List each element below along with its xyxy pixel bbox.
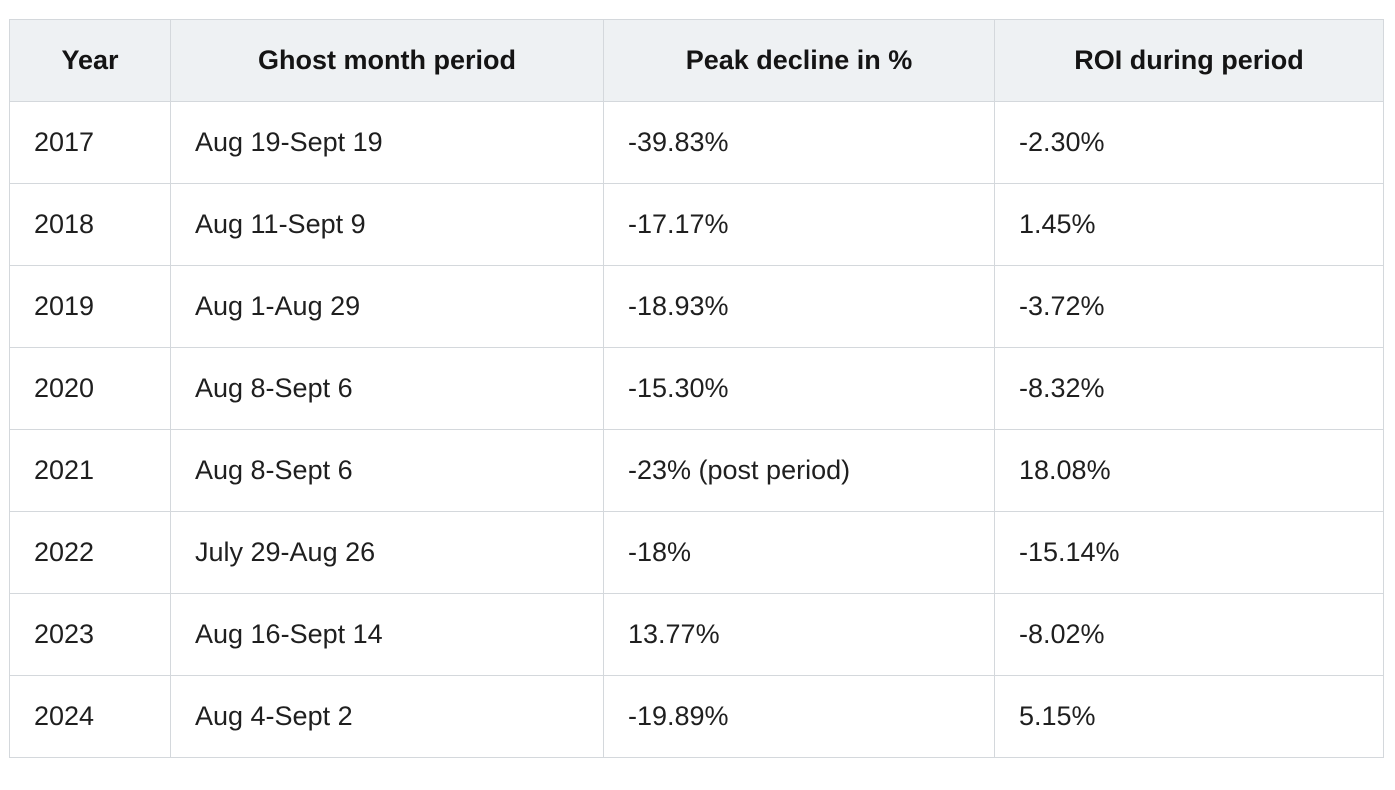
table-row: 2017 Aug 19-Sept 19 -39.83% -2.30%	[9, 101, 1384, 184]
cell-year: 2018	[9, 183, 171, 266]
cell-peak-decline: -15.30%	[603, 347, 995, 430]
table-header: Year Ghost month period Peak decline in …	[9, 19, 1384, 102]
table-row: 2020 Aug 8-Sept 6 -15.30% -8.32%	[9, 347, 1384, 430]
table-row: 2018 Aug 11-Sept 9 -17.17% 1.45%	[9, 183, 1384, 266]
cell-period: July 29-Aug 26	[170, 511, 604, 594]
cell-peak-decline: 13.77%	[603, 593, 995, 676]
table-row: 2024 Aug 4-Sept 2 -19.89% 5.15%	[9, 675, 1384, 758]
cell-year: 2017	[9, 101, 171, 184]
header-peak-decline: Peak decline in %	[603, 19, 995, 102]
cell-year: 2019	[9, 265, 171, 348]
header-roi: ROI during period	[994, 19, 1384, 102]
cell-peak-decline: -39.83%	[603, 101, 995, 184]
cell-period: Aug 16-Sept 14	[170, 593, 604, 676]
table-body: 2017 Aug 19-Sept 19 -39.83% -2.30% 2018 …	[9, 101, 1384, 758]
cell-roi: -3.72%	[994, 265, 1384, 348]
header-row: Year Ghost month period Peak decline in …	[9, 19, 1384, 102]
cell-peak-decline: -19.89%	[603, 675, 995, 758]
cell-roi: -15.14%	[994, 511, 1384, 594]
cell-period: Aug 8-Sept 6	[170, 347, 604, 430]
cell-period: Aug 1-Aug 29	[170, 265, 604, 348]
cell-roi: -8.02%	[994, 593, 1384, 676]
cell-year: 2021	[9, 429, 171, 512]
cell-roi: 1.45%	[994, 183, 1384, 266]
ghost-month-table: Year Ghost month period Peak decline in …	[9, 19, 1384, 758]
ghost-month-table-container: Year Ghost month period Peak decline in …	[9, 19, 1384, 758]
cell-year: 2024	[9, 675, 171, 758]
cell-year: 2020	[9, 347, 171, 430]
cell-peak-decline: -17.17%	[603, 183, 995, 266]
table-row: 2022 July 29-Aug 26 -18% -15.14%	[9, 511, 1384, 594]
cell-year: 2022	[9, 511, 171, 594]
cell-roi: -8.32%	[994, 347, 1384, 430]
cell-peak-decline: -23% (post period)	[603, 429, 995, 512]
cell-roi: 18.08%	[994, 429, 1384, 512]
header-ghost-month-period: Ghost month period	[170, 19, 604, 102]
table-row: 2019 Aug 1-Aug 29 -18.93% -3.72%	[9, 265, 1384, 348]
cell-peak-decline: -18.93%	[603, 265, 995, 348]
header-year: Year	[9, 19, 171, 102]
cell-period: Aug 19-Sept 19	[170, 101, 604, 184]
cell-peak-decline: -18%	[603, 511, 995, 594]
table-row: 2021 Aug 8-Sept 6 -23% (post period) 18.…	[9, 429, 1384, 512]
cell-period: Aug 8-Sept 6	[170, 429, 604, 512]
cell-period: Aug 11-Sept 9	[170, 183, 604, 266]
table-row: 2023 Aug 16-Sept 14 13.77% -8.02%	[9, 593, 1384, 676]
cell-year: 2023	[9, 593, 171, 676]
cell-roi: 5.15%	[994, 675, 1384, 758]
cell-roi: -2.30%	[994, 101, 1384, 184]
cell-period: Aug 4-Sept 2	[170, 675, 604, 758]
